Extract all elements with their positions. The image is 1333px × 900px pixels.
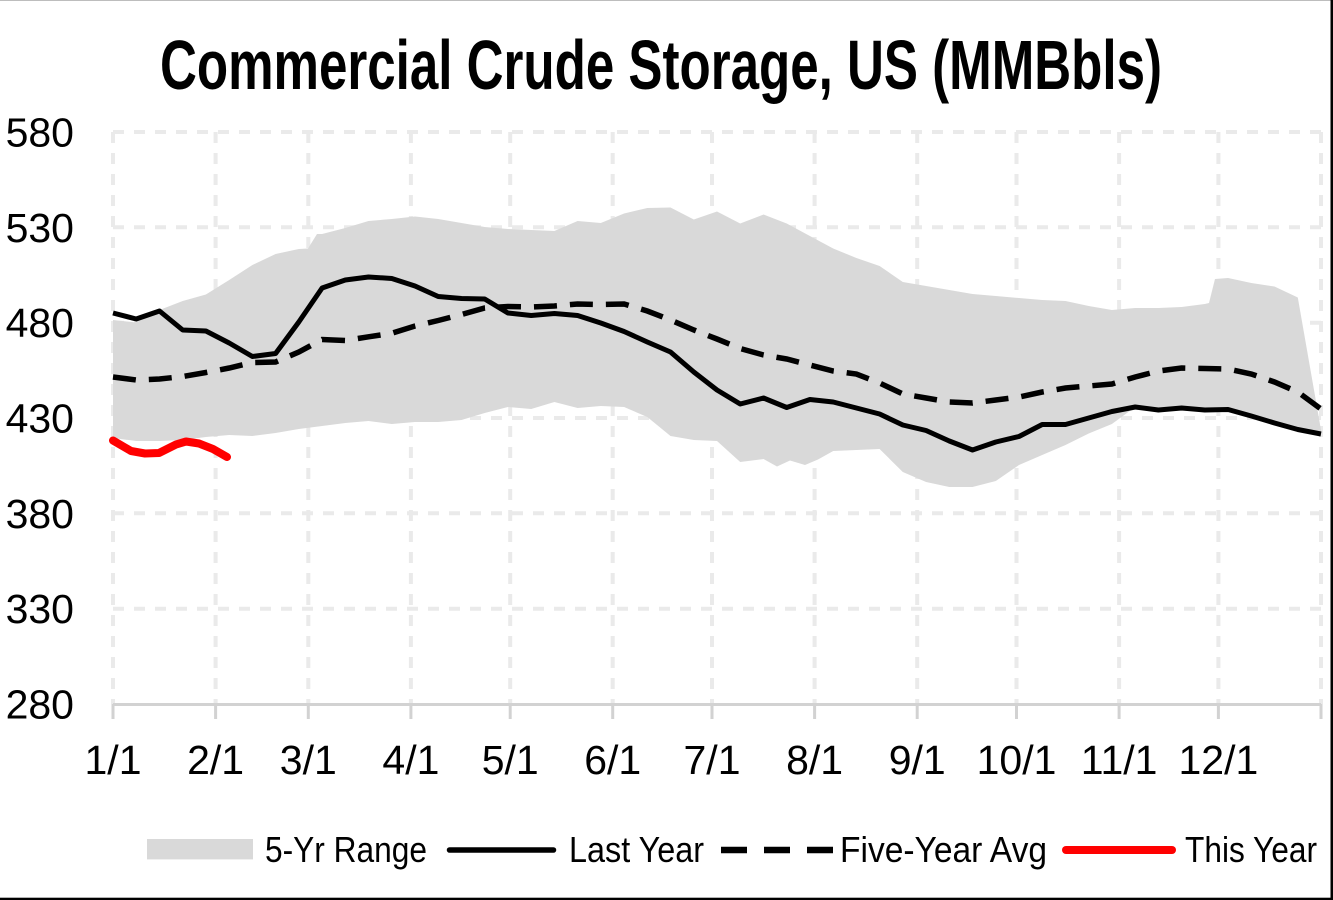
svg-text:Commercial Crude Storage, US (: Commercial Crude Storage, US (MMBbls) bbox=[160, 26, 1162, 104]
svg-text:3/1: 3/1 bbox=[280, 737, 337, 783]
svg-text:8/1: 8/1 bbox=[786, 737, 843, 783]
svg-text:7/1: 7/1 bbox=[684, 737, 741, 783]
svg-text:6/1: 6/1 bbox=[584, 737, 641, 783]
svg-text:530: 530 bbox=[6, 205, 74, 251]
svg-text:330: 330 bbox=[6, 586, 74, 632]
svg-text:10/1: 10/1 bbox=[977, 737, 1057, 783]
svg-text:1/1: 1/1 bbox=[85, 737, 142, 783]
svg-text:This Year: This Year bbox=[1185, 829, 1317, 870]
svg-text:12/1: 12/1 bbox=[1178, 737, 1258, 783]
svg-text:Five-Year Avg: Five-Year Avg bbox=[840, 829, 1047, 870]
svg-text:9/1: 9/1 bbox=[889, 737, 946, 783]
svg-text:2/1: 2/1 bbox=[187, 737, 244, 783]
svg-text:Last Year: Last Year bbox=[569, 829, 704, 870]
svg-text:11/1: 11/1 bbox=[1081, 737, 1158, 783]
svg-text:5/1: 5/1 bbox=[482, 737, 539, 783]
svg-text:5-Yr Range: 5-Yr Range bbox=[265, 829, 427, 870]
svg-text:280: 280 bbox=[6, 682, 74, 728]
svg-text:380: 380 bbox=[6, 491, 74, 537]
svg-text:430: 430 bbox=[6, 396, 74, 442]
svg-text:480: 480 bbox=[6, 300, 74, 346]
svg-text:580: 580 bbox=[6, 110, 74, 156]
svg-text:4/1: 4/1 bbox=[382, 737, 439, 783]
